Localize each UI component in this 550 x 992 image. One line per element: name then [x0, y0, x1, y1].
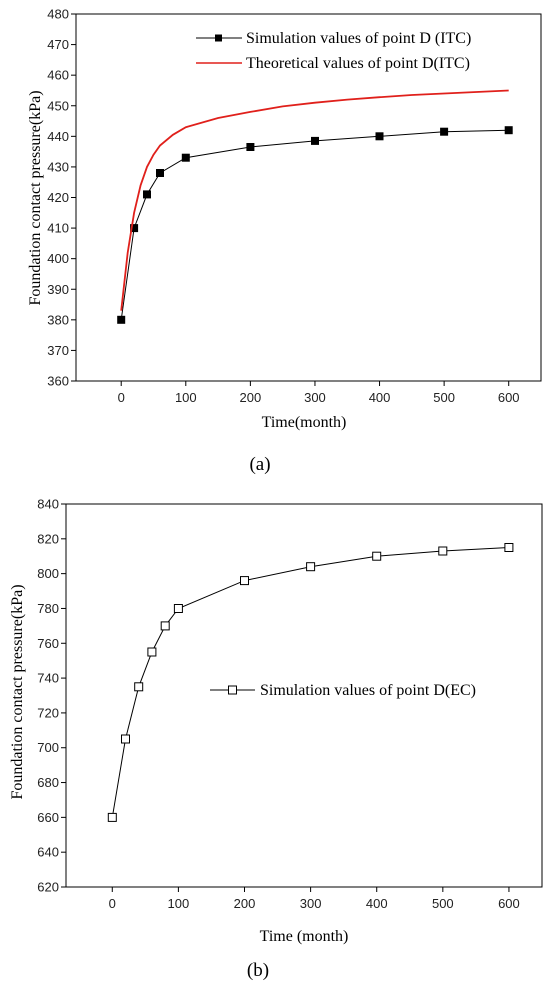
legend-a-label-sim: Simulation values of point D (ITC) [246, 30, 471, 47]
chart-a-ytick-label: 440 [47, 129, 69, 144]
chart-b-ytick-label: 700 [37, 740, 59, 755]
chart-b-series-0-point [372, 551, 382, 561]
chart-a-x-axis: 0 100 200 300 400 500 600 [118, 381, 520, 405]
chart-a: 0 100 200 300 400 500 600 360 370 380 390 400 410 42… [27, 7, 542, 475]
chart-a-ytick-label: 480 [47, 7, 69, 22]
chart-a-ylabel: Foundation contact pressure(kPa) [27, 90, 44, 305]
chart-a-ytick-label: 430 [47, 159, 69, 174]
chart-a-xlabel: Time(month) [262, 414, 347, 431]
chart-b-legend: Simulation values of point D(EC) [210, 682, 476, 699]
chart-a-plot-area [117, 89, 513, 324]
legend-b-marker-sim [228, 685, 237, 695]
chart-b-xtick-label: 0 [109, 896, 116, 911]
chart-a-panel-label: (a) [249, 454, 270, 475]
chart-b: 0 100 200 300 400 500 600 620 640 660 680 700 720 74… [9, 497, 543, 981]
chart-b-frame [65, 503, 543, 888]
chart-a-series-0-point [156, 169, 164, 177]
chart-a-series-0-point [117, 315, 126, 324]
chart-a-series-1-line [120, 89, 509, 311]
chart-b-ytick-label: 820 [37, 531, 59, 546]
chart-b-ytick-label: 740 [37, 671, 59, 686]
chart-b-ytick-label: 660 [37, 810, 59, 825]
chart-b-ytick-label: 680 [37, 775, 59, 790]
chart-a-ytick-label: 390 [47, 282, 69, 297]
chart-a-xtick-label: 400 [369, 390, 391, 405]
chart-a-ytick-label: 360 [47, 374, 69, 389]
chart-b-ytick-label: 760 [37, 636, 59, 651]
chart-b-xtick-label: 500 [432, 896, 454, 911]
chart-a-xtick-label: 0 [118, 390, 125, 405]
chart-b-xtick-label: 200 [234, 896, 256, 911]
chart-a-series-0-point [143, 190, 151, 199]
chart-a-y-axis: 360 370 380 390 400 410 420 430 440 450 460 470 480 [47, 7, 76, 389]
legend-a-marker-sim [215, 34, 222, 42]
chart-b-series-0-point [121, 734, 130, 744]
chart-b-series-0-point [504, 543, 514, 552]
chart-b-xtick-label: 400 [366, 896, 388, 911]
chart-b-series-0-point [160, 621, 170, 631]
chart-a-xtick-label: 300 [304, 390, 326, 405]
chart-b-ytick-label: 620 [37, 880, 59, 895]
chart-a-ytick-label: 370 [47, 343, 69, 358]
chart-a-series-0-point [246, 143, 255, 151]
chart-b-plot-area [107, 543, 514, 822]
chart-b-xtick-label: 100 [168, 896, 190, 911]
chart-a-series-0-line [120, 129, 509, 320]
chart-a-series-0-point [440, 127, 449, 136]
chart-a-xtick-label: 100 [175, 390, 197, 405]
chart-b-series-0-point [147, 647, 157, 657]
chart-a-series-0-point [311, 136, 319, 145]
chart-b-series-0-point [240, 576, 249, 586]
chart-a-ytick-label: 410 [47, 221, 69, 236]
chart-b-ytick-label: 640 [37, 845, 59, 860]
legend-a-label-theory: Theoretical values of point D(ITC) [246, 55, 470, 72]
chart-b-xtick-label: 300 [300, 896, 322, 911]
chart-a-xtick-label: 500 [433, 390, 455, 405]
chart-a-series-0-point [181, 153, 190, 162]
chart-b-xtick-label: 600 [498, 896, 520, 911]
chart-b-x-axis: 0 100 200 300 400 500 600 [109, 887, 520, 911]
legend-b-label-sim: Simulation values of point D(EC) [260, 682, 476, 699]
chart-b-ylabel: Foundation contact pressure(kPa) [9, 584, 26, 799]
chart-a-ytick-label: 450 [47, 98, 69, 113]
chart-b-ytick-label: 840 [37, 497, 59, 512]
chart-a-ytick-label: 380 [47, 312, 69, 327]
chart-a-series-0-point [130, 224, 139, 233]
chart-b-series-0-point [134, 682, 144, 692]
chart-b-ytick-label: 800 [37, 566, 59, 581]
chart-b-y-axis: 620 640 660 680 700 720 740 760 780 800 820 840 [37, 497, 66, 895]
chart-b-ytick-label: 780 [37, 601, 59, 616]
chart-a-xtick-label: 200 [240, 390, 262, 405]
chart-b-series-0-point [306, 562, 316, 572]
chart-b-ytick-label: 720 [37, 705, 59, 720]
chart-b-series-0-point [438, 546, 448, 556]
chart-b-series-0-point [173, 604, 183, 613]
chart-a-ytick-label: 470 [47, 37, 69, 52]
chart-a-series-0-point [375, 132, 384, 141]
chart-a-series-0-point [504, 126, 513, 135]
chart-b-series-0-point [107, 812, 117, 822]
chart-b-xlabel: Time (month) [260, 928, 349, 945]
chart-b-panel-label: (b) [247, 960, 269, 981]
chart-a-ytick-label: 420 [47, 190, 69, 205]
chart-a-ytick-label: 460 [47, 68, 69, 83]
chart-a-xtick-label: 600 [498, 390, 520, 405]
chart-a-legend: Simulation values of point D (ITC) Theor… [196, 30, 471, 72]
chart-a-ytick-label: 400 [47, 251, 69, 266]
